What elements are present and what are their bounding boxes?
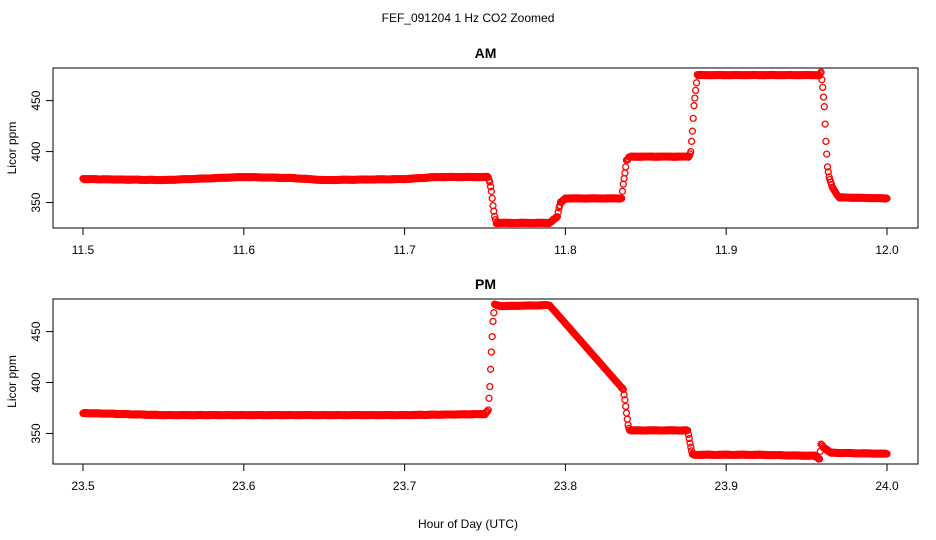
pm-x-tick-label: 23.7 — [393, 479, 417, 493]
pm-data-point — [622, 402, 630, 411]
x-axis-label: Hour of Day (UTC) — [418, 517, 518, 531]
pm-data-point — [684, 430, 693, 439]
am-data-point — [618, 194, 626, 203]
am-data-point — [817, 68, 825, 76]
pm-data-point — [488, 333, 496, 341]
am-data-point — [688, 127, 697, 135]
am-data-point — [488, 194, 496, 203]
am-data-point — [689, 114, 697, 123]
am-x-tick-label: 11.8 — [554, 243, 577, 257]
am-data-point — [692, 79, 701, 87]
am-x-tick-label: 11.6 — [233, 243, 256, 257]
am-data-point — [490, 212, 499, 221]
am-data-point — [690, 102, 698, 110]
am-data-point — [554, 208, 562, 216]
am-data-point — [691, 94, 699, 102]
pm-y-tick-label: 450 — [29, 321, 43, 341]
am-data-point — [687, 147, 695, 156]
pm-y-tick-label: 350 — [29, 423, 43, 443]
am-data-point — [823, 150, 831, 158]
pm-data-point — [883, 450, 891, 458]
chart-main-title: FEF_091204 1 Hz CO2 Zoomed — [382, 11, 555, 25]
pm-data-points — [79, 300, 891, 463]
am-y-tick-label: 450 — [29, 90, 43, 110]
pm-data-point — [815, 455, 824, 463]
am-x-tick-label: 11.5 — [72, 243, 95, 257]
am-data-point — [820, 103, 828, 111]
am-data-point — [487, 187, 496, 195]
pm-y-tick-label: 400 — [29, 372, 43, 392]
am-data-points — [79, 68, 891, 228]
am-x-tick-label: 11.7 — [393, 243, 416, 257]
pm-data-point — [687, 443, 695, 451]
am-y-tick-label: 400 — [29, 141, 43, 161]
pm-data-point — [619, 385, 627, 394]
am-y-axis-label: Licor ppm — [5, 122, 19, 175]
pm-panel-title: PM — [475, 276, 496, 292]
pm-data-point — [484, 406, 492, 414]
pm-data-point — [622, 409, 631, 417]
pm-data-point — [686, 439, 694, 447]
pm-data-point — [683, 426, 692, 435]
pm-plot-frame — [52, 298, 919, 465]
am-data-point — [818, 76, 826, 84]
am-data-point — [687, 137, 696, 146]
pm-x-tick-label: 23.8 — [554, 479, 578, 493]
am-panel: AM Licor ppm 11.5 11.6 11.7 11.8 11.9 12.0 350 40… — [5, 45, 919, 257]
am-data-point — [883, 194, 891, 203]
pm-x-tick-label: 24.0 — [875, 479, 899, 493]
am-data-point — [486, 178, 494, 186]
pm-panel: PM Licor ppm 23.5 23.6 23.7 23.8 23.9 24.0 350 40… — [5, 276, 919, 493]
am-data-point — [622, 163, 630, 171]
am-plot-frame — [52, 67, 919, 229]
pm-x-tick-label: 23.5 — [71, 479, 95, 493]
am-data-point — [824, 168, 832, 176]
pm-data-point — [489, 317, 497, 326]
pm-data-point — [485, 394, 493, 402]
am-data-point — [486, 183, 495, 191]
pm-data-point — [486, 382, 494, 391]
am-data-point — [819, 93, 828, 101]
am-data-point — [819, 83, 827, 92]
pm-data-point — [620, 391, 628, 399]
am-data-point — [823, 163, 832, 171]
am-x-tick-label: 12.0 — [875, 243, 899, 257]
am-data-point — [553, 213, 562, 221]
am-panel-title: AM — [475, 45, 497, 61]
am-data-point — [691, 86, 700, 95]
am-x-tick-label: 11.9 — [715, 243, 738, 257]
am-data-point — [821, 120, 829, 128]
pm-x-tick-label: 23.9 — [715, 479, 739, 493]
pm-data-point — [486, 365, 495, 373]
am-data-point — [490, 207, 498, 215]
pm-data-point — [685, 434, 693, 443]
am-y-tick-label: 350 — [29, 192, 43, 212]
pm-y-axis-label: Licor ppm — [5, 355, 19, 408]
pm-data-point — [490, 309, 498, 317]
am-data-point — [822, 137, 830, 146]
pm-data-point — [623, 415, 631, 423]
am-data-point — [618, 187, 627, 195]
pm-x-tick-label: 23.6 — [232, 479, 256, 493]
pm-data-point — [487, 348, 496, 356]
pm-data-point — [621, 396, 629, 404]
